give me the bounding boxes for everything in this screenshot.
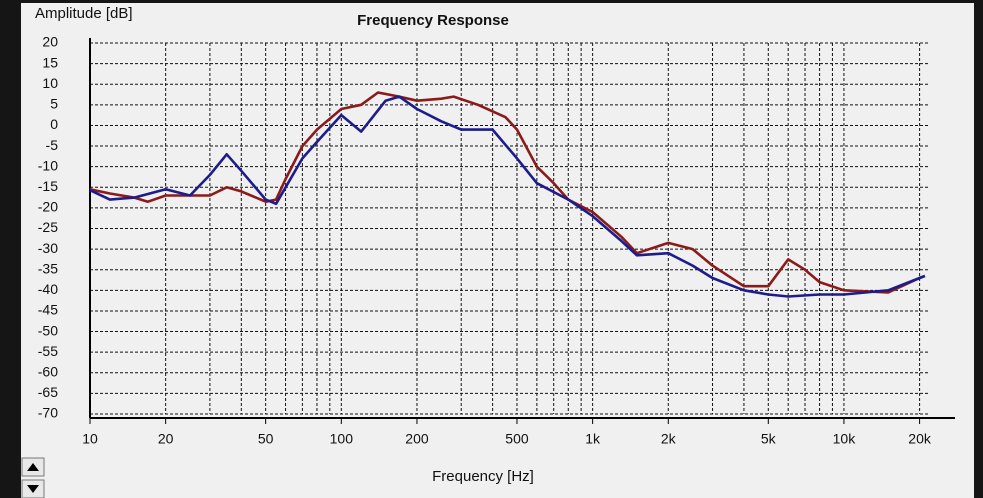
- y-tick-label: -5: [46, 137, 59, 153]
- y-tick-label: 10: [42, 75, 58, 91]
- chart-title: Frequency Response: [357, 12, 509, 29]
- x-tick-label: 500: [505, 431, 529, 447]
- y-tick-label: -65: [38, 384, 58, 400]
- y-tick-label: -25: [38, 219, 58, 235]
- y-tick-label: -10: [38, 157, 58, 173]
- y-tick-label: -20: [38, 199, 58, 215]
- y-tick-label: 20: [42, 34, 58, 50]
- y-tick-label: -45: [38, 302, 58, 318]
- x-tick-label: 200: [405, 431, 429, 447]
- series-line: [89, 95, 926, 298]
- x-tick-label: 20k: [908, 431, 932, 447]
- x-tick-label: 10: [82, 431, 98, 447]
- y-axis-label: Amplitude [dB]: [35, 5, 133, 22]
- y-tick-label: -40: [38, 281, 58, 297]
- y-tick-label: 5: [50, 96, 58, 112]
- x-tick-label: 50: [258, 431, 274, 447]
- x-tick-label: 5k: [761, 431, 777, 447]
- x-tick-label: 20: [158, 431, 174, 447]
- x-tick-label: 2k: [661, 431, 677, 447]
- x-axis-label: Frequency [Hz]: [432, 468, 534, 485]
- series-line: [89, 91, 926, 294]
- y-tick-label: -70: [38, 405, 58, 421]
- y-tick-label: 0: [50, 116, 58, 132]
- y-tick-label: -50: [38, 322, 58, 338]
- x-tick-label: 1k: [585, 431, 601, 447]
- y-tick-label: 15: [42, 54, 58, 70]
- y-tick-label: -30: [38, 240, 58, 256]
- y-tick-label: -55: [38, 343, 58, 359]
- panel: [21, 3, 974, 498]
- y-tick-label: -15: [38, 178, 58, 194]
- arrow-up: [27, 463, 39, 471]
- y-tick-label: -35: [38, 260, 58, 276]
- x-tick-label: 100: [330, 431, 354, 447]
- x-tick-label: 10k: [833, 431, 857, 447]
- y-tick-label: -60: [38, 363, 58, 379]
- arrow-down: [27, 485, 39, 493]
